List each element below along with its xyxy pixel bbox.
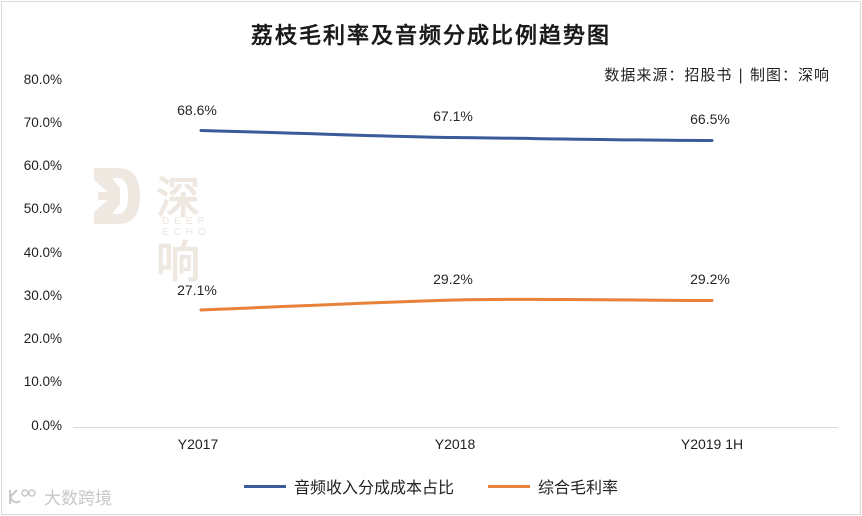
data-label: 68.6% xyxy=(177,102,217,118)
chart-legend: 音频收入分成成本占比 综合毛利率 xyxy=(0,474,862,498)
x-tick: Y2017 xyxy=(177,436,219,452)
y-tick: 50.0% xyxy=(23,201,62,216)
y-tick: 20.0% xyxy=(23,331,62,346)
legend-label: 综合毛利率 xyxy=(538,478,619,497)
legend-swatch-icon xyxy=(243,484,286,488)
watermark-brand-cn: 深响 xyxy=(156,173,204,288)
y-tick: 70.0% xyxy=(23,115,62,130)
legend-label: 音频收入分成成本占比 xyxy=(293,478,454,497)
legend-swatch-icon xyxy=(488,484,530,488)
y-tick: 40.0% xyxy=(23,245,62,260)
legend-item-gross-margin[interactable]: 综合毛利率 xyxy=(488,474,618,498)
data-label: 67.1% xyxy=(433,108,473,124)
deep-echo-logo-icon xyxy=(94,168,140,224)
data-label: 29.2% xyxy=(690,271,730,287)
footer-watermark-text: 大数跨境 xyxy=(44,489,112,508)
chart-source-note: 数据来源：招股书 | 制图：深响 xyxy=(604,66,830,84)
watermark-brand-en: DEEP ECHO xyxy=(162,216,211,238)
series-line-gross-margin xyxy=(199,297,714,312)
data-label: 66.5% xyxy=(690,111,730,127)
y-tick: 10.0% xyxy=(23,374,62,389)
x-tick: Y2018 xyxy=(434,436,476,452)
data-label: 27.1% xyxy=(177,282,217,298)
x-tick: Y2019 1H xyxy=(680,436,744,452)
series-line-audio-cost-share xyxy=(199,129,714,142)
y-tick: 0.0% xyxy=(31,418,62,433)
footer-watermark: 大数跨境 xyxy=(8,484,112,509)
legend-item-audio-cost-share[interactable]: 音频收入分成成本占比 xyxy=(243,474,454,498)
y-tick: 30.0% xyxy=(23,288,62,303)
data-label: 29.2% xyxy=(433,271,473,287)
chart-title: 荔枝毛利率及音频分成比例趋势图 xyxy=(250,23,611,49)
y-tick: 80.0% xyxy=(23,72,62,87)
k100-logo-icon xyxy=(9,488,36,504)
y-tick: 60.0% xyxy=(23,158,62,173)
